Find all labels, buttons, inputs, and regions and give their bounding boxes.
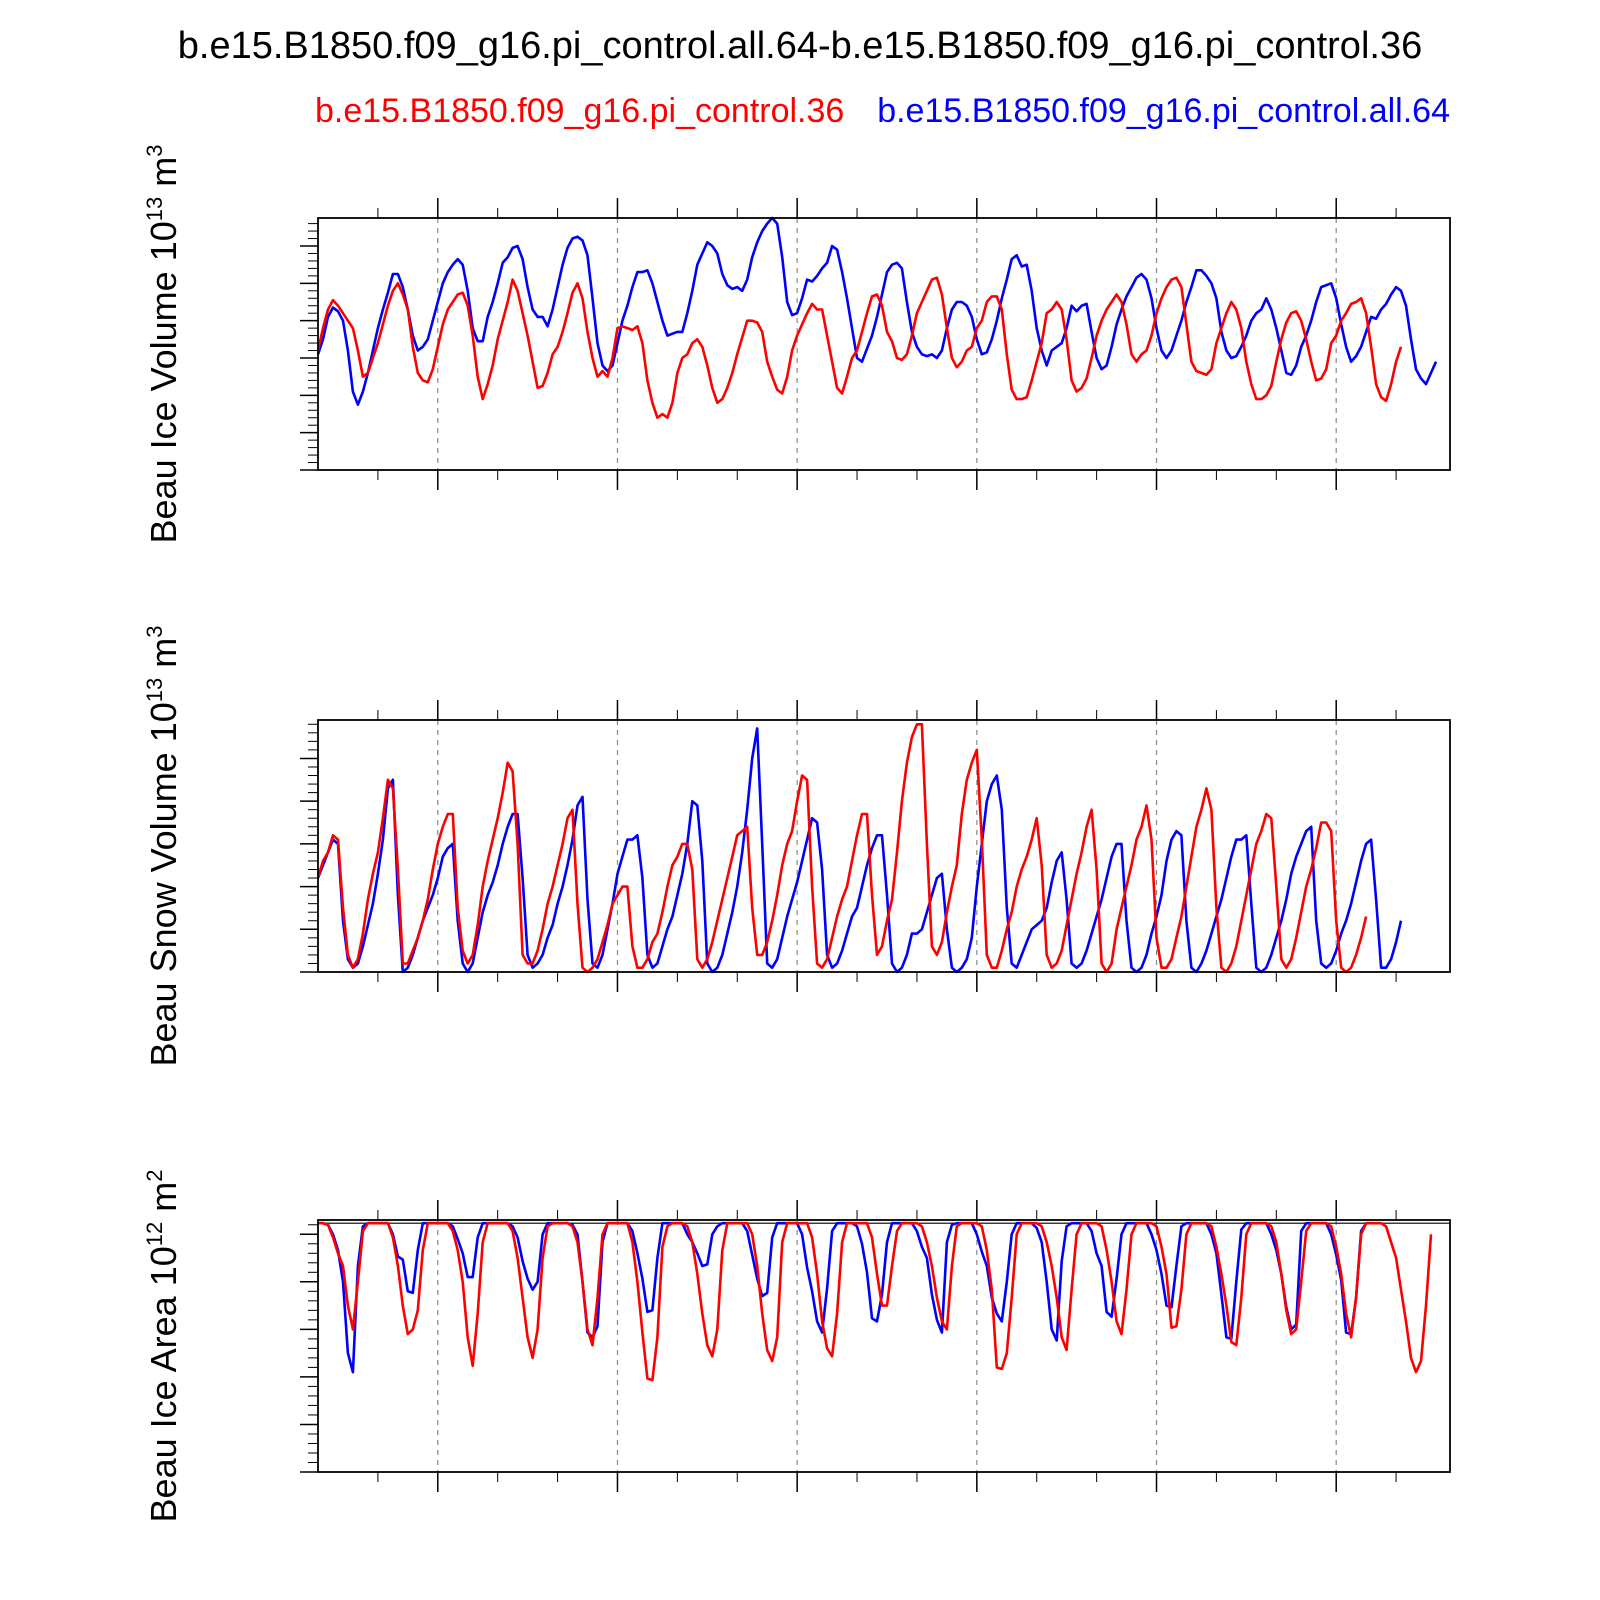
y-axis-label-superscript: 3 <box>142 626 167 638</box>
y-axis-label-text: Beau Ice Area 10 <box>143 1246 184 1522</box>
y-axis-label: Beau Ice Volume 1013 m3 <box>142 145 184 544</box>
legend-red-label: b.e15.B1850.f09_g16.pi_control.36 <box>315 92 844 130</box>
panel-ice-volume: Beau Ice Volume 1013 m3 <box>142 145 1451 544</box>
y-axis-label-text: Beau Ice Volume 10 <box>143 221 184 543</box>
plot-frame <box>317 1219 1451 1473</box>
y-axis-label-superscript: 13 <box>142 197 167 221</box>
y-axis-label-superscript: 13 <box>142 678 167 702</box>
plot-frame <box>317 719 1451 973</box>
y-axis-label-superscript: 3 <box>142 145 167 157</box>
y-axis-label-text: m <box>143 1182 184 1222</box>
y-axis-label: Beau Snow Volume 1013 m3 <box>142 626 184 1067</box>
series-line-red <box>316 276 1403 420</box>
series-line-blue <box>316 216 1438 407</box>
panel-ice-area: Beau Ice Area 1012 m2 <box>142 1170 1451 1523</box>
legend-blue-label: b.e15.B1850.f09_g16.pi_control.all.64 <box>877 92 1450 130</box>
y-axis-label-text: Beau Snow Volume 10 <box>143 702 184 1066</box>
y-axis-label-text: m <box>143 157 184 197</box>
series-line-red <box>316 722 1368 974</box>
y-axis-label-superscript: 2 <box>142 1170 167 1182</box>
y-axis-label: Beau Ice Area 1012 m2 <box>142 1170 184 1523</box>
main-title: b.e15.B1850.f09_g16.pi_control.all.64-b.… <box>178 25 1422 67</box>
panel-snow-volume: Beau Snow Volume 1013 m3 <box>142 626 1451 1067</box>
y-axis-label-text: m <box>143 638 184 678</box>
y-axis-label-superscript: 12 <box>142 1222 167 1246</box>
series-line-blue <box>316 727 1403 974</box>
series-line-red <box>318 1221 1433 1382</box>
plot-frame <box>317 217 1451 471</box>
